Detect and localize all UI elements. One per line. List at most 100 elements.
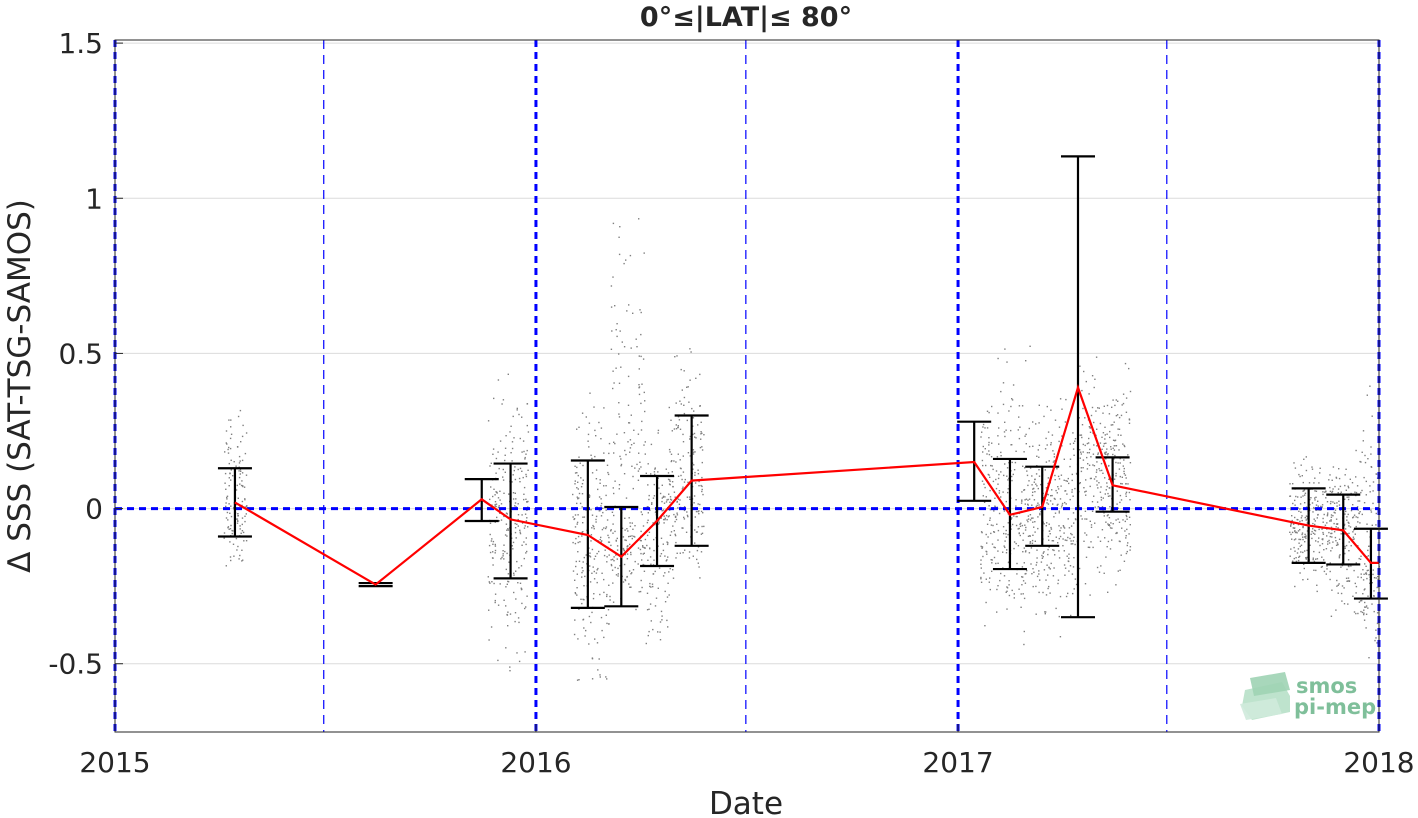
scatter-point bbox=[1347, 485, 1349, 487]
scatter-point bbox=[1343, 552, 1346, 555]
scatter-point bbox=[1058, 440, 1060, 443]
scatter-point bbox=[243, 540, 245, 542]
scatter-point bbox=[619, 330, 621, 332]
scatter-point bbox=[1359, 460, 1361, 463]
scatter-point bbox=[657, 587, 659, 589]
scatter-point bbox=[1102, 412, 1104, 414]
scatter-point bbox=[1336, 579, 1338, 582]
scatter-point bbox=[995, 478, 997, 481]
scatter-point bbox=[1352, 517, 1354, 519]
scatter-point bbox=[661, 497, 663, 499]
scatter-point bbox=[1323, 559, 1325, 561]
scatter-point bbox=[1035, 585, 1037, 588]
scatter-point bbox=[693, 432, 696, 435]
scatter-point bbox=[514, 478, 517, 481]
scatter-point bbox=[1337, 492, 1339, 494]
scatter-point bbox=[593, 593, 595, 595]
scatter-point bbox=[578, 426, 580, 428]
scatter-point bbox=[1107, 514, 1109, 516]
scatter-point bbox=[614, 530, 616, 533]
scatter-point bbox=[1010, 444, 1012, 446]
scatter-point bbox=[698, 513, 700, 515]
scatter-point bbox=[694, 474, 696, 476]
scatter-point bbox=[1053, 567, 1055, 569]
scatter-point bbox=[1347, 580, 1349, 582]
scatter-point bbox=[1313, 569, 1315, 571]
scatter-point bbox=[1102, 445, 1105, 447]
scatter-point bbox=[614, 442, 616, 445]
scatter-point bbox=[1025, 498, 1028, 500]
scatter-point bbox=[647, 559, 649, 561]
scatter-point bbox=[611, 330, 613, 332]
scatter-point bbox=[581, 576, 583, 578]
scatter-point bbox=[660, 517, 662, 519]
scatter-point bbox=[600, 427, 603, 429]
scatter-point bbox=[649, 585, 651, 588]
scatter-point bbox=[638, 591, 640, 593]
scatter-point bbox=[692, 417, 694, 419]
scatter-point bbox=[1072, 566, 1075, 568]
scatter-point bbox=[1360, 573, 1362, 575]
scatter-point bbox=[1092, 546, 1094, 549]
scatter-point bbox=[634, 467, 636, 469]
scatter-point bbox=[1366, 530, 1368, 533]
scatter-point bbox=[1355, 592, 1357, 594]
scatter-point bbox=[1045, 437, 1047, 440]
scatter-point bbox=[583, 627, 585, 629]
scatter-point bbox=[1326, 501, 1329, 503]
scatter-point bbox=[1080, 453, 1082, 455]
scatter-point bbox=[499, 440, 502, 442]
scatter-point bbox=[1032, 421, 1034, 423]
scatter-point bbox=[647, 463, 649, 465]
scatter-point bbox=[1349, 478, 1351, 480]
scatter-point bbox=[686, 511, 688, 513]
scatter-point bbox=[1110, 448, 1112, 450]
scatter-point bbox=[605, 494, 607, 497]
scatter-point bbox=[1300, 511, 1302, 513]
scatter-point bbox=[1330, 532, 1332, 535]
scatter-point bbox=[603, 578, 605, 581]
scatter-point bbox=[1120, 554, 1122, 556]
scatter-point bbox=[1003, 474, 1005, 477]
scatter-point bbox=[679, 499, 681, 501]
scatter-point bbox=[688, 496, 691, 498]
scatter-point bbox=[1305, 456, 1307, 458]
scatter-point bbox=[989, 517, 991, 519]
scatter-point bbox=[616, 558, 618, 560]
scatter-point bbox=[1036, 575, 1039, 578]
scatter-point bbox=[628, 422, 630, 424]
scatter-point bbox=[1303, 489, 1306, 491]
scatter-point bbox=[1083, 540, 1085, 542]
scatter-point bbox=[490, 626, 493, 628]
scatter-point bbox=[1031, 539, 1034, 542]
scatter-point bbox=[585, 416, 587, 418]
scatter-point bbox=[1019, 523, 1021, 525]
scatter-point bbox=[1093, 478, 1096, 480]
scatter-point bbox=[1003, 510, 1006, 512]
scatter-point bbox=[985, 601, 987, 604]
scatter-point bbox=[1100, 486, 1102, 488]
scatter-point bbox=[1372, 490, 1374, 492]
scatter-point bbox=[507, 529, 510, 531]
scatter-point bbox=[583, 599, 585, 601]
scatter-point bbox=[229, 556, 232, 558]
scatter-point bbox=[987, 536, 989, 538]
scatter-point bbox=[629, 522, 631, 524]
scatter-point bbox=[500, 558, 502, 560]
scatter-point bbox=[241, 523, 243, 526]
scatter-point bbox=[663, 515, 665, 517]
scatter-point bbox=[660, 537, 663, 539]
scatter-point bbox=[1038, 456, 1040, 458]
scatter-point bbox=[641, 586, 643, 589]
scatter-point bbox=[1352, 516, 1355, 518]
scatter-point bbox=[607, 541, 610, 543]
scatter-point bbox=[1022, 580, 1025, 582]
scatter-point bbox=[494, 543, 496, 546]
scatter-point bbox=[245, 432, 248, 434]
scatter-point bbox=[981, 547, 983, 549]
scatter-point bbox=[578, 492, 581, 495]
scatter-point bbox=[1334, 512, 1336, 514]
scatter-point bbox=[985, 578, 987, 580]
scatter-point bbox=[1129, 390, 1132, 393]
scatter-point bbox=[602, 507, 604, 509]
